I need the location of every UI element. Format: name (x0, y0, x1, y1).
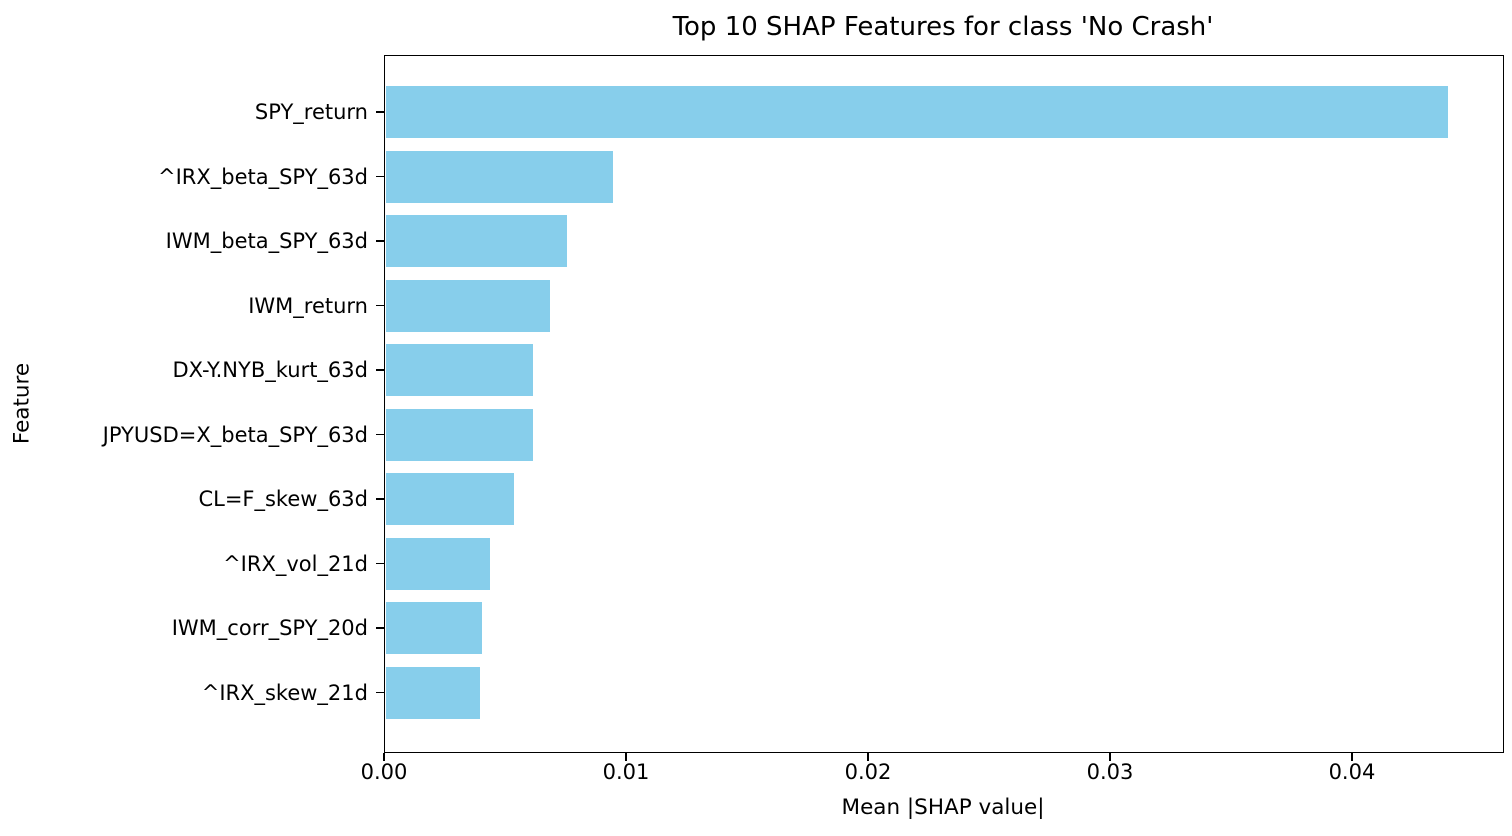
bar (385, 408, 534, 461)
x-tick-label: 0.01 (602, 760, 650, 784)
x-tick-mark (867, 752, 869, 761)
plot-area (384, 55, 1504, 753)
y-tick-mark (376, 240, 384, 242)
y-tick-label: ^IRX_beta_SPY_63d (157, 164, 368, 189)
y-tick-label: ^IRX_vol_21d (223, 551, 368, 576)
x-tick-mark (1351, 752, 1353, 761)
bar (385, 215, 568, 267)
x-tick-mark (1109, 752, 1111, 761)
y-tick-label: JPYUSD=X_beta_SPY_63d (102, 422, 368, 447)
x-tick-mark (383, 752, 385, 761)
bar (385, 602, 483, 654)
bar (385, 344, 534, 396)
bar (385, 150, 614, 203)
y-tick-mark (376, 627, 384, 629)
y-tick-mark (376, 498, 384, 500)
chart-title: Top 10 SHAP Features for class 'No Crash… (672, 12, 1214, 42)
y-tick-label: DX-Y.NYB_kurt_63d (172, 358, 368, 382)
y-tick-label: SPY_return (254, 100, 368, 124)
y-tick-mark (376, 691, 384, 694)
x-tick-label: 0.02 (844, 760, 892, 784)
y-tick-label: IWM_beta_SPY_63d (165, 229, 368, 253)
y-tick-label: IWM_return (248, 293, 368, 318)
y-tick-label: CL=F_skew_63d (198, 487, 368, 511)
x-tick-mark (625, 752, 627, 761)
y-tick-mark (376, 433, 384, 436)
y-tick-mark (376, 111, 384, 113)
y-tick-mark (376, 304, 384, 307)
y-tick-label: ^IRX_skew_21d (201, 680, 368, 705)
bar (385, 279, 551, 332)
x-axis-label: Mean |SHAP value| (841, 795, 1045, 820)
x-tick-label: 0.03 (1086, 760, 1134, 784)
y-tick-mark (376, 369, 384, 371)
bar (385, 537, 490, 590)
y-tick-label: IWM_corr_SPY_20d (171, 616, 368, 640)
bar (385, 666, 481, 719)
x-tick-label: 0.00 (360, 760, 408, 784)
x-tick-label: 0.04 (1328, 760, 1376, 784)
bar (385, 86, 1449, 138)
y-tick-mark (376, 175, 384, 178)
y-axis-label: Feature (9, 362, 35, 445)
bar (385, 473, 514, 525)
y-tick-mark (376, 562, 384, 565)
